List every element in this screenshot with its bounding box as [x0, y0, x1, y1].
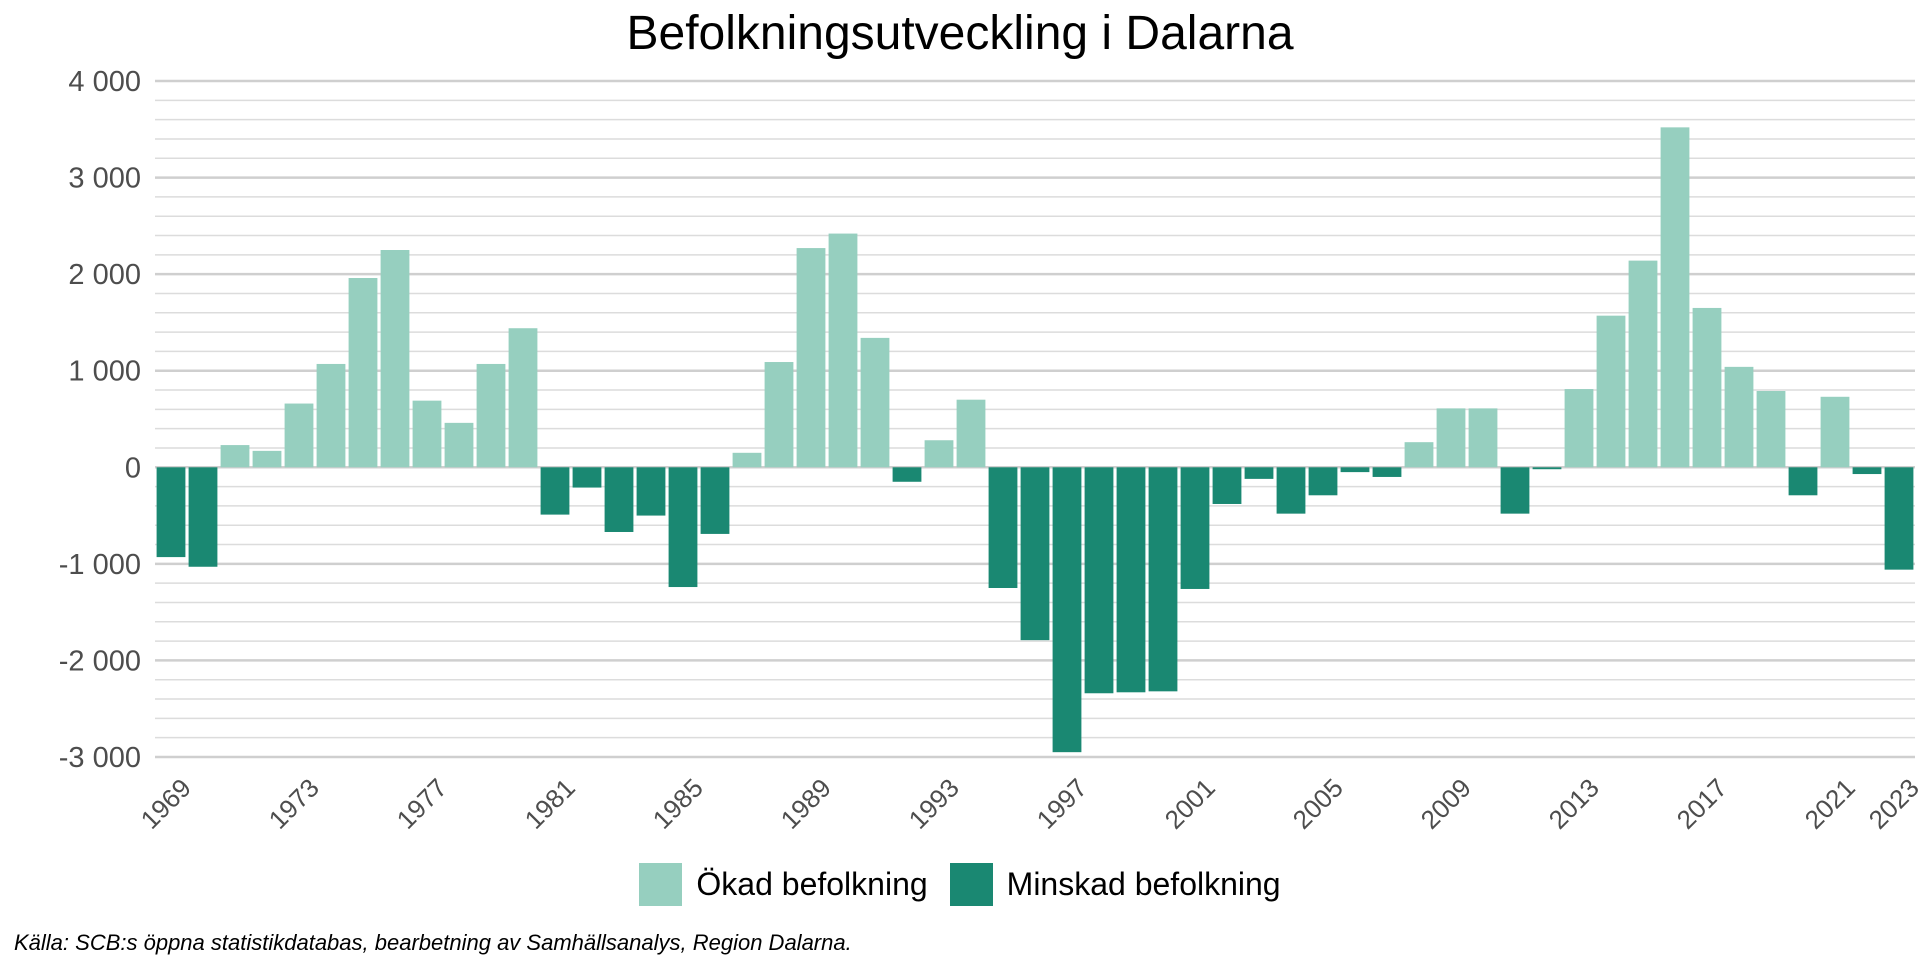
- legend-item-increase: Ökad befolkning: [639, 863, 928, 906]
- bar-2018: [1724, 366, 1754, 468]
- bar-1995: [988, 467, 1018, 588]
- bar-1984: [636, 467, 666, 516]
- bar-1980: [508, 328, 538, 468]
- y-tick-label: -2 000: [59, 645, 141, 677]
- bar-2017: [1692, 307, 1722, 468]
- bar-1990: [828, 233, 858, 468]
- bar-2012: [1532, 467, 1562, 470]
- bar-1983: [604, 467, 634, 532]
- bar-2014: [1596, 315, 1626, 468]
- x-tick-label: 1993: [903, 773, 965, 835]
- y-tick-label: -1 000: [59, 549, 141, 581]
- bar-1988: [764, 362, 794, 468]
- y-tick-label: 3 000: [68, 163, 141, 195]
- x-tick-label: 2005: [1287, 773, 1349, 835]
- bar-1998: [1084, 467, 1114, 694]
- bar-1974: [316, 363, 346, 468]
- bar-1982: [572, 467, 602, 488]
- bar-1996: [1020, 467, 1050, 641]
- x-axis-labels: 1969 1973 1977 1981 1985 1989 1993 1997 2001 2005…: [135, 773, 1920, 835]
- chart-title: Befolkningsutveckling i Dalarna: [626, 7, 1294, 60]
- bar-2006: [1340, 467, 1370, 473]
- y-tick-label: 0: [125, 452, 141, 484]
- x-tick-label: 1977: [391, 773, 453, 835]
- legend-label-increase: Ökad befolkning: [696, 866, 928, 902]
- bar-1993: [924, 440, 954, 468]
- legend-item-decrease: Minskad befolkning: [949, 863, 1281, 906]
- y-tick-label: 4 000: [68, 66, 141, 98]
- bar-1975: [348, 278, 378, 468]
- bar-1977: [412, 400, 442, 468]
- bar-2021: [1820, 396, 1850, 468]
- bar-1970: [188, 467, 218, 567]
- bar-2023: [1884, 467, 1914, 570]
- bar-1981: [540, 467, 570, 515]
- bar-1987: [732, 452, 762, 468]
- bar-1997: [1052, 467, 1082, 753]
- legend-swatch-decrease: [949, 863, 993, 906]
- y-tick-label: -3 000: [59, 742, 141, 774]
- bar-2008: [1404, 442, 1434, 468]
- bar-2022: [1852, 467, 1882, 475]
- legend-swatch-increase: [639, 863, 683, 906]
- bar-1969: [156, 467, 186, 558]
- bars: [156, 127, 1914, 753]
- x-tick-label: 2009: [1415, 773, 1477, 835]
- bar-1991: [860, 337, 890, 468]
- legend-label-decrease: Minskad befolkning: [1006, 866, 1281, 902]
- x-tick-label: 2017: [1671, 773, 1733, 835]
- bar-1985: [668, 467, 698, 588]
- x-tick-label: 2013: [1543, 773, 1605, 835]
- x-tick-label: 1989: [775, 773, 837, 835]
- bar-2004: [1276, 467, 1306, 514]
- y-axis-labels: -3 000 -2 000 -1 000 0 1 000 2 000 3 000 4 000: [59, 66, 141, 774]
- legend: Ökad befolkning Minskad befolkning: [0, 863, 1920, 906]
- x-tick-label: 1985: [647, 773, 709, 835]
- bar-1973: [284, 403, 314, 468]
- source-note: Källa: SCB:s öppna statistikdatabas, bea…: [14, 930, 852, 955]
- bar-1992: [892, 467, 922, 482]
- bar-2020: [1788, 467, 1818, 496]
- bar-1979: [476, 363, 506, 468]
- bar-1999: [1116, 467, 1146, 693]
- bar-1976: [380, 250, 410, 468]
- bar-2011: [1500, 467, 1530, 514]
- bar-1972: [252, 450, 282, 468]
- bar-2015: [1628, 260, 1658, 468]
- bar-2001: [1180, 467, 1210, 589]
- bar-1989: [796, 248, 826, 468]
- bar-2013: [1564, 389, 1594, 468]
- x-tick-label: 1973: [263, 773, 325, 835]
- x-tick-label: 1981: [519, 773, 581, 835]
- bar-2000: [1148, 467, 1178, 692]
- x-tick-label: 1969: [135, 773, 197, 835]
- x-tick-label: 1997: [1031, 773, 1093, 835]
- bar-2002: [1212, 467, 1242, 504]
- y-tick-label: 2 000: [68, 259, 141, 291]
- bar-2005: [1308, 467, 1338, 496]
- y-tick-label: 1 000: [68, 356, 141, 388]
- bar-2019: [1756, 390, 1786, 468]
- x-tick-label: 2021: [1799, 773, 1861, 835]
- bar-2009: [1436, 408, 1466, 468]
- bar-2007: [1372, 467, 1402, 477]
- bar-1978: [444, 422, 474, 468]
- bar-2016: [1660, 127, 1690, 468]
- bar-1994: [956, 399, 986, 468]
- bar-1971: [220, 445, 250, 468]
- bar-2010: [1468, 408, 1498, 468]
- bar-1986: [700, 467, 730, 534]
- bar-2003: [1244, 467, 1274, 479]
- x-tick-label: 2001: [1159, 773, 1221, 835]
- x-tick-label: 2023: [1863, 773, 1920, 835]
